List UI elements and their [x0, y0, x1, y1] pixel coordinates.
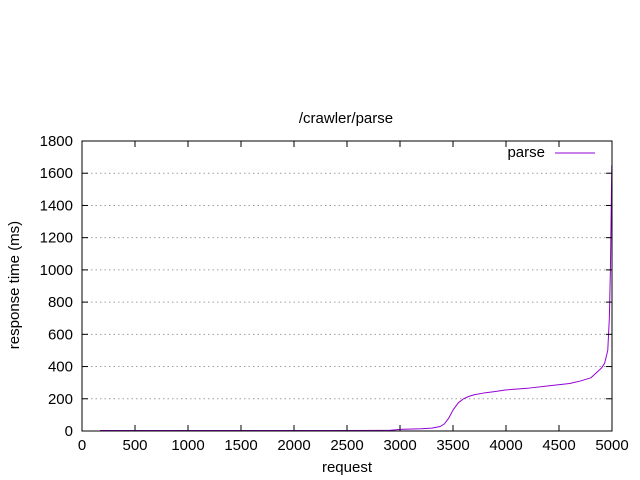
y-tick-label: 200: [48, 391, 73, 408]
series-layer: [100, 165, 613, 432]
x-tick-label: 0: [78, 437, 86, 454]
x-axis-title: request: [322, 459, 373, 476]
y-tick-label: 1200: [40, 230, 73, 247]
x-tick-label: 4000: [489, 437, 522, 454]
y-axis-title: response time (ms): [6, 221, 23, 349]
chart-title: /crawler/parse: [299, 110, 393, 127]
x-tick-label: 2000: [277, 437, 310, 454]
y-tick-label: 1800: [40, 133, 73, 150]
y-tick-label: 1400: [40, 197, 73, 214]
grid-lines: [82, 172, 612, 400]
x-tick-label: 3500: [436, 437, 469, 454]
x-tick-label: 4500: [542, 437, 575, 454]
x-tick-label: 5000: [595, 437, 628, 454]
series-line-parse: [100, 165, 613, 432]
axis-ticks: [81, 140, 613, 432]
y-tick-label: 1000: [40, 262, 73, 279]
x-tick-label: 500: [122, 437, 147, 454]
x-tick-label: 1500: [224, 437, 257, 454]
legend-label-parse: parse: [507, 144, 545, 161]
y-tick-label: 400: [48, 359, 73, 376]
y-tick-label: 800: [48, 294, 73, 311]
y-tick-label: 600: [48, 326, 73, 343]
legend: parse: [507, 144, 595, 161]
x-tick-label: 1000: [171, 437, 204, 454]
y-tick-label: 1600: [40, 165, 73, 182]
y-tick-label: 0: [65, 423, 73, 440]
tick-labels: 0 200 400 600 800 1000 1200 1400 1600 1800 0 500 100…: [40, 133, 629, 454]
x-tick-label: 3000: [383, 437, 416, 454]
x-tick-label: 2500: [330, 437, 363, 454]
